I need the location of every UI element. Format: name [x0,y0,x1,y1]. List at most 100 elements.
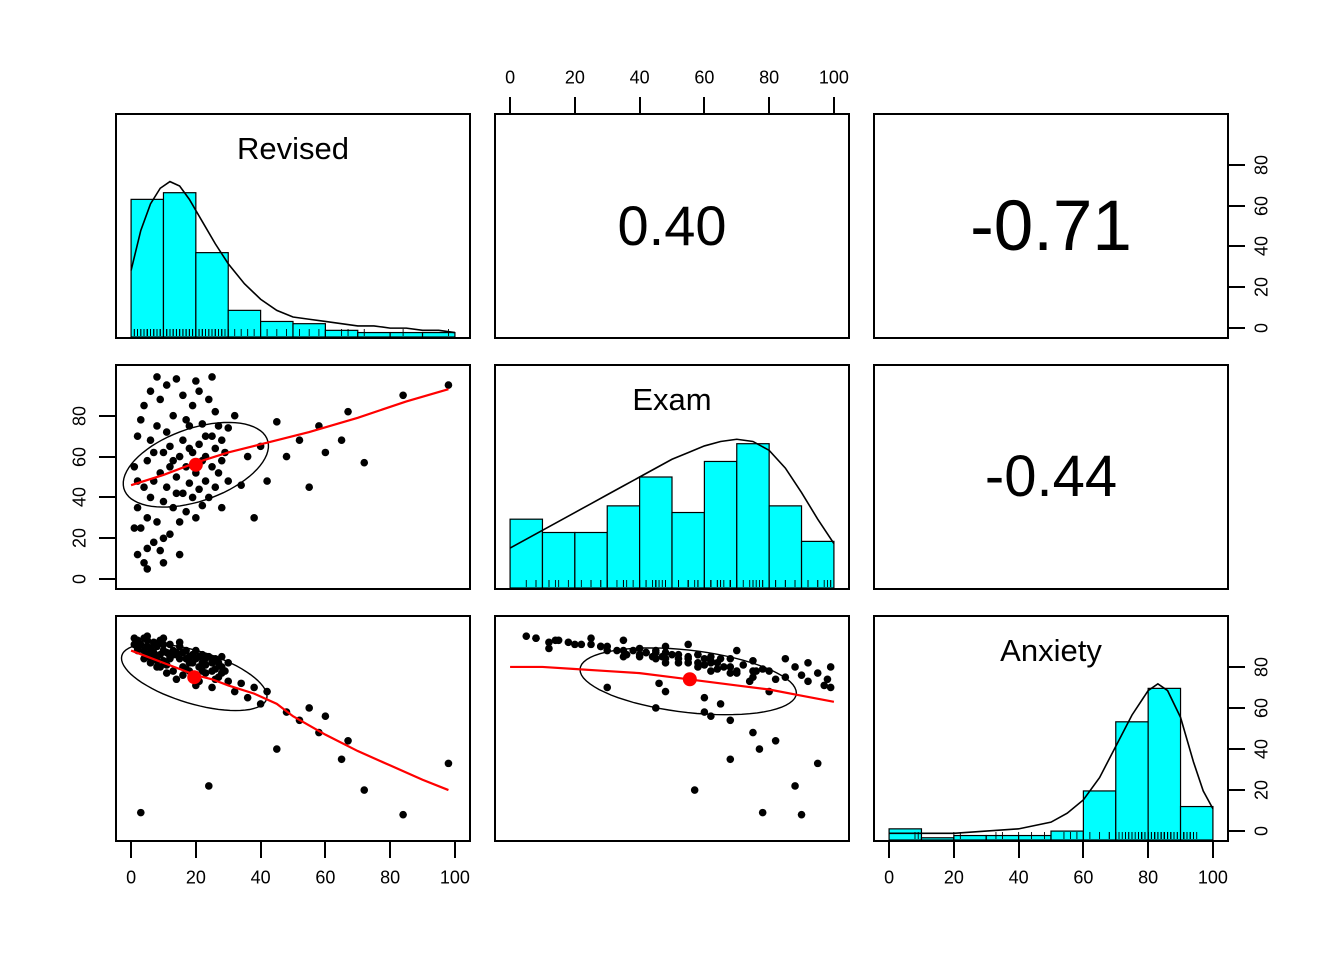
axis-tick-label: 80 [759,67,780,88]
scatter-point [169,411,177,420]
scatter-point [230,687,239,696]
hist-bar [1082,790,1117,840]
hist-bar [227,309,262,337]
axis-tick [1229,830,1245,833]
axis-tick-label: 0 [69,574,90,585]
scatter-point [305,483,313,492]
hist-bar [1050,830,1084,840]
scatter-point [136,416,145,424]
scatter-point [182,416,190,424]
scatter-point [707,667,715,675]
scatter-point [224,677,233,686]
scatter-point [140,401,148,410]
scatter-point [159,558,168,567]
scatter-point [273,745,281,753]
axis-tick [194,842,197,858]
scatter-point [337,436,346,445]
axis-tick [888,842,891,858]
scatter-point [214,469,223,477]
panel-corr-exam-anxiety: -0.44 [873,364,1229,590]
scatter-point [344,407,352,416]
scatter-point [169,667,177,675]
scatter-point [820,681,829,690]
scatter-point [143,456,152,465]
scatter-point [713,659,722,667]
scatter-point [175,638,184,647]
scatter-point [360,786,369,794]
hist-bar [606,505,641,588]
scatter-point [143,636,152,645]
axis-tick [99,496,115,499]
axis-tick-label: 100 [1197,867,1228,888]
scatter-point [668,650,676,659]
scatter-point [771,675,780,684]
scatter-point [532,634,540,643]
scatter-point [360,458,369,467]
axis-tick-label: 80 [1251,154,1272,175]
scatter-point [781,654,790,663]
hist-bar [509,518,544,588]
axis-tick [1229,204,1245,207]
scatter-point [188,493,197,502]
scatter-point [166,462,174,471]
scatter-point [224,424,233,432]
scatter-point [208,683,216,692]
scatter-point [143,565,152,573]
scatter-point [175,550,184,559]
axis-tick [1211,842,1214,858]
axis-tick-label: 40 [629,67,650,88]
axis-tick-label: 40 [69,487,90,508]
correlation-ellipse [122,421,270,508]
anxiety-histogram-plot [888,682,1214,840]
scatter-point [149,448,158,457]
scatter-point [195,387,203,396]
axis-tick [1229,245,1245,248]
scatter-point [201,477,210,485]
axis-tick-label: 20 [185,867,206,888]
scatter-point [175,452,184,461]
scatter-point [195,440,203,449]
axis-tick [1229,748,1245,751]
scatter-point [224,477,233,485]
scatter-point [208,432,216,440]
axis-tick [509,97,512,113]
correlation-ellipse [579,647,798,716]
scatter-point [700,693,709,702]
scatter-point [162,381,171,389]
scatter-point [797,671,806,679]
axis-tick [324,842,327,858]
axis-tick-label: 80 [1138,867,1159,888]
scatter-point [208,667,216,675]
axis-tick [768,97,771,113]
scatter-point [826,683,835,692]
scatter-point [587,640,595,649]
scatter-point [655,679,663,688]
axis-tick-label: 60 [315,867,336,888]
axis-tick [389,842,392,858]
scatter-point [337,755,346,764]
scatter-point [230,411,239,420]
scatter-point [707,659,715,667]
axis-tick-label: 40 [250,867,271,888]
scatter-point [399,391,407,400]
mean-center-dot [682,672,697,687]
scatter-point [156,663,165,671]
mean-center-dot [187,670,202,685]
axis-tick [832,97,835,113]
hist-bar [162,192,197,337]
panel-scatter-exam-anxiety [494,615,850,842]
axis-tick [1147,842,1150,858]
axis-tick-label: 40 [1251,739,1272,760]
hist-bar [703,460,738,588]
hist-bar [1018,834,1052,840]
scatter-point [153,518,161,526]
scatter-point [282,452,291,461]
axis-tick [1229,163,1245,166]
scatter-point [172,675,181,684]
scatter-point [211,444,220,453]
scatter-point [752,667,760,675]
scatter-point [136,524,145,532]
scatter-point [713,665,722,673]
scatter-point [321,448,330,457]
scatter-point [217,503,226,512]
